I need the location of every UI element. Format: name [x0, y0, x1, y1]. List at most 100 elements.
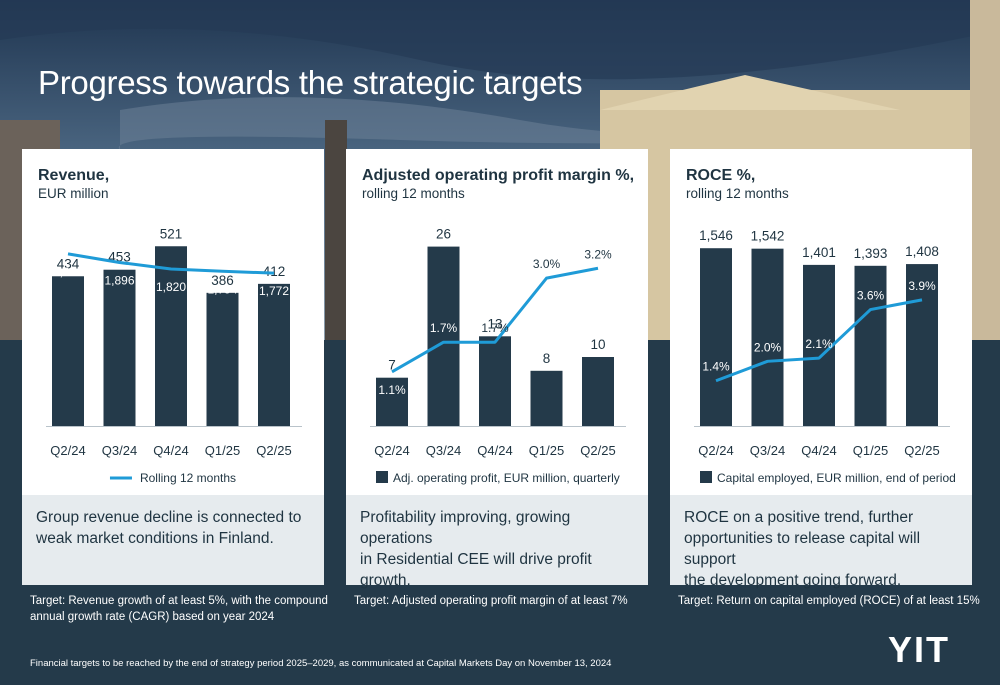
bar [906, 264, 938, 426]
line-value-label: 1,896 [104, 273, 134, 287]
line-value-label: 3.9% [908, 279, 936, 293]
x-tick-label: Q2/24 [50, 443, 85, 458]
panel-subtitle: EUR million [38, 186, 109, 201]
bar [206, 292, 239, 426]
target-operating-margin: Target: Adjusted operating profit margin… [354, 593, 628, 609]
legend-label: Rolling 12 months [140, 471, 236, 485]
bar-value-label: 10 [590, 337, 605, 352]
bar [751, 248, 784, 426]
target-line: annual growth rate (CAGR) based on year … [30, 611, 275, 623]
x-tick-label: Q3/24 [750, 443, 785, 458]
x-tick-label: Q4/24 [477, 443, 512, 458]
bar [103, 269, 136, 426]
legend-label: Capital employed, EUR million, end of pe… [717, 471, 956, 485]
line-value-label: 1,820 [156, 280, 186, 294]
panel-subtitle: rolling 12 months [686, 186, 789, 201]
x-tick-label: Q2/24 [374, 443, 409, 458]
bar-value-label: 434 [57, 256, 80, 271]
line-value-label: 1,794 [207, 282, 237, 296]
target-line: Target: Adjusted operating profit margin… [354, 595, 628, 607]
bar [427, 246, 460, 426]
bar-value-label: 1,542 [751, 229, 785, 244]
target-line: Target: Return on capital employed (ROCE… [678, 595, 980, 607]
comment-line: the development going forward. [684, 572, 902, 589]
panel-operating-margin: 7 Q2/24 26 Q3/24 13 Q4/24 8 Q1/25 10 Q2/25 1.1% 1.7… [346, 149, 648, 589]
x-tick-label: Q2/25 [580, 443, 615, 458]
bar-value-label: 26 [436, 227, 451, 242]
comment-line: Group revenue decline is connected to [36, 509, 302, 526]
panel-roce: 1,546 Q2/24 1,542 Q3/24 1,401 Q4/24 1,393 Q1/25… [670, 149, 972, 589]
bar-value-label: 13 [487, 316, 502, 331]
line-series [715, 298, 923, 383]
panel-comment: Profitability improving, growing operati… [346, 495, 648, 589]
comment-line: in Residential CEE will drive profit gro… [360, 551, 592, 589]
comment-line: weak market conditions in Finland. [36, 530, 274, 547]
bar [803, 264, 835, 426]
chart-revenue: 434Q2/24453Q3/24521Q4/24386Q1/25412Q2/25… [46, 226, 302, 485]
line-value-label: 3.0% [533, 257, 561, 271]
yit-logo: YIT [888, 632, 950, 666]
legend-swatch [376, 471, 388, 483]
line-value-label: 1,772 [259, 284, 289, 298]
target-roce: Target: Return on capital employed (ROCE… [678, 593, 980, 609]
bar-value-label: 1,408 [905, 244, 939, 259]
line-value-label: 1.7% [430, 321, 458, 335]
comment-line: Profitability improving, growing operati… [360, 509, 571, 547]
panel-comment: ROCE on a positive trend, further opport… [670, 495, 972, 589]
line-value-label: 1.1% [378, 383, 406, 397]
bar [582, 357, 614, 426]
line-value-label: 2.1% [805, 337, 833, 351]
bar-value-label: 1,546 [699, 228, 733, 243]
line-value-label: 1,996 [53, 265, 83, 279]
line-value-label: 3.2% [584, 247, 612, 261]
x-tick-label: Q1/25 [529, 443, 564, 458]
bar [52, 276, 84, 426]
x-tick-label: Q2/25 [256, 443, 291, 458]
line-value-label: 1.4% [702, 360, 730, 374]
bar [530, 370, 563, 426]
chart-operating-margin: 7 Q2/24 26 Q3/24 13 Q4/24 8 Q1/25 10 Q2/25 1.1% 1.7… [370, 227, 626, 485]
line-value-label: 1.7% [481, 321, 509, 335]
footnote: Financial targets to be reached by the e… [30, 658, 612, 669]
x-tick-label: Q1/25 [205, 443, 240, 458]
x-tick-label: Q2/25 [904, 443, 939, 458]
x-tick-label: Q3/24 [102, 443, 137, 458]
panel-title: Revenue, [38, 167, 110, 184]
bar-value-label: 412 [263, 264, 286, 279]
line-series [67, 252, 275, 275]
bar [479, 336, 511, 426]
line-series [391, 266, 599, 374]
panel-title: Adjusted operating profit margin %, [362, 167, 635, 184]
bar-value-label: 521 [160, 226, 183, 241]
line-value-label: 2.0% [754, 340, 782, 354]
page-title: Progress towards the strategic targets [38, 64, 583, 101]
x-tick-label: Q3/24 [426, 443, 461, 458]
bar [854, 265, 887, 426]
line-value-label: 3.6% [857, 289, 885, 303]
comment-line: opportunities to release capital will su… [684, 530, 921, 568]
comment-line: ROCE on a positive trend, further [684, 509, 914, 526]
target-revenue: Target: Revenue growth of at least 5%, w… [30, 593, 328, 625]
x-tick-label: Q4/24 [801, 443, 836, 458]
bar-value-label: 1,401 [802, 245, 836, 260]
bar-value-label: 8 [543, 351, 551, 366]
panel-comment: Group revenue decline is connected to we… [22, 495, 324, 585]
bar-value-label: 1,393 [854, 246, 888, 261]
panel-subtitle: rolling 12 months [362, 186, 465, 201]
target-line: Target: Revenue growth of at least 5%, w… [30, 595, 328, 607]
legend-swatch [700, 471, 712, 483]
logo-text: YIT [888, 632, 950, 666]
panel-title: ROCE %, [686, 167, 756, 184]
legend-label: Adj. operating profit, EUR million, quar… [393, 471, 620, 485]
bar [700, 248, 732, 426]
bar [258, 283, 290, 426]
bar [155, 246, 187, 426]
x-tick-label: Q2/24 [698, 443, 733, 458]
bar [376, 377, 408, 426]
bar-value-label: 386 [211, 273, 234, 288]
chart-roce: 1,546 Q2/24 1,542 Q3/24 1,401 Q4/24 1,393 Q1/25… [694, 228, 956, 485]
panel-revenue: 434 Q2/24 453 Q3/24 521 Q4/24 386 Q1/25 412 Q2/25… [22, 149, 324, 585]
x-tick-label: Q1/25 [853, 443, 888, 458]
x-tick-label: Q4/24 [153, 443, 188, 458]
bar-value-label: 7 [388, 358, 396, 373]
